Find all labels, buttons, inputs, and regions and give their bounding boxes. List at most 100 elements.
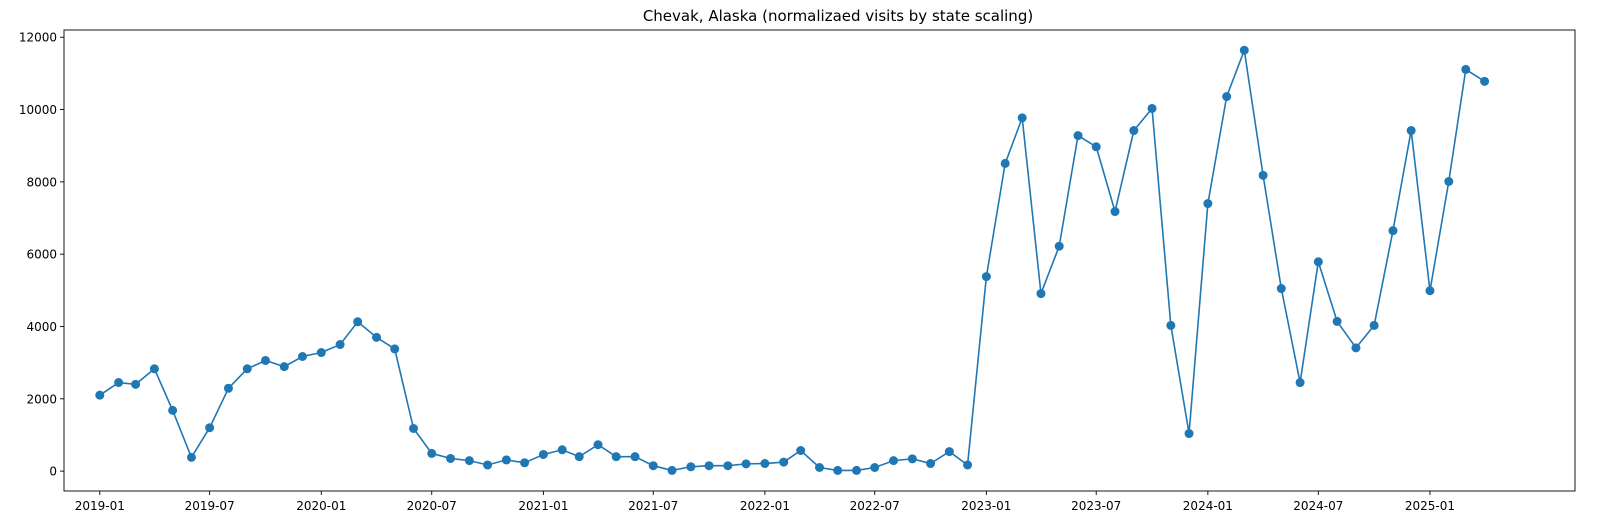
x-tick-label: 2023-01	[961, 499, 1011, 513]
data-point	[1203, 199, 1213, 209]
data-point	[1091, 142, 1101, 152]
data-point	[446, 453, 456, 463]
x-tick-label: 2021-01	[518, 499, 568, 513]
data-point	[574, 452, 584, 462]
data-point	[963, 460, 973, 470]
x-tick-label: 2024-07	[1293, 499, 1343, 513]
y-axis: 0 2000 4000 6000 8000 10000 12000	[19, 31, 64, 479]
data-point	[335, 340, 345, 350]
data-point	[981, 272, 991, 282]
x-tick-label: 2025-01	[1405, 499, 1455, 513]
data-point	[1406, 126, 1416, 136]
x-tick-label: 2023-07	[1071, 499, 1121, 513]
x-tick-label: 2022-07	[850, 499, 900, 513]
data-point	[611, 452, 621, 462]
y-tick-label: 6000	[26, 248, 57, 262]
data-point	[944, 447, 954, 457]
data-point	[704, 461, 714, 471]
data-point	[353, 317, 363, 327]
data-point	[1017, 113, 1027, 123]
data-point	[1295, 378, 1305, 388]
data-point	[1129, 126, 1139, 136]
data-point	[464, 456, 474, 466]
data-point	[1147, 103, 1157, 113]
chart-title: Chevak, Alaska (normalizaed visits by st…	[643, 7, 1033, 25]
data-point	[1222, 92, 1232, 102]
y-tick-label: 8000	[26, 175, 57, 189]
data-point	[149, 364, 159, 374]
data-point	[815, 463, 824, 472]
data-point	[316, 348, 326, 358]
x-tick-label: 2022-01	[740, 499, 790, 513]
series-line	[99, 47, 1486, 472]
data-point	[686, 462, 696, 472]
y-tick-label: 10000	[19, 103, 57, 117]
data-point	[1369, 320, 1379, 330]
data-point	[483, 460, 493, 470]
data-point	[1184, 429, 1194, 439]
y-tick-label: 12000	[19, 31, 57, 45]
data-point	[372, 332, 382, 342]
x-tick-label: 2020-01	[296, 499, 346, 513]
data-point	[390, 344, 400, 354]
y-tick-label: 0	[49, 465, 57, 479]
data-point	[427, 448, 437, 458]
plot-frame	[63, 29, 1576, 492]
x-tick-label: 2020-07	[407, 499, 457, 513]
data-point	[630, 452, 640, 462]
data-point	[131, 379, 141, 389]
data-point	[779, 457, 789, 467]
data-point	[667, 465, 677, 475]
data-point	[557, 445, 567, 455]
x-axis: 2019-01 2019-07 2020-01 2020-07 2021-01 2021-…	[75, 491, 1455, 513]
data-point	[1000, 158, 1010, 168]
x-tick-label: 2019-07	[185, 499, 235, 513]
data-point	[926, 459, 936, 469]
data-point	[223, 383, 233, 393]
data-point	[723, 461, 733, 471]
data-point	[1073, 131, 1083, 141]
data-point	[538, 449, 548, 459]
data-point	[1351, 343, 1361, 353]
data-point	[260, 355, 270, 365]
data-point	[501, 455, 511, 465]
data-point	[889, 456, 899, 466]
data-point	[870, 463, 880, 472]
data-point	[95, 390, 105, 400]
data-point	[242, 364, 252, 374]
data-point	[907, 454, 917, 464]
data-point	[1388, 226, 1398, 236]
data-point	[520, 458, 530, 468]
data-point	[760, 459, 770, 469]
data-point	[168, 405, 178, 415]
data-point	[1313, 257, 1323, 267]
y-tick-label: 2000	[26, 392, 57, 406]
y-tick-label: 4000	[26, 320, 57, 334]
data-point	[1425, 286, 1435, 296]
data-point	[648, 461, 658, 471]
data-point	[186, 452, 196, 462]
data-point	[279, 362, 289, 372]
x-tick-label: 2021-07	[628, 499, 678, 513]
data-point	[409, 423, 419, 433]
data-point	[1258, 170, 1268, 180]
data-point	[205, 423, 215, 433]
data-point	[796, 446, 806, 455]
data-point	[1480, 76, 1490, 86]
data-point	[1461, 64, 1471, 74]
data-point	[1332, 316, 1342, 326]
data-point	[297, 352, 307, 361]
data-point	[741, 459, 751, 469]
data-point	[114, 378, 124, 388]
data-point	[833, 465, 843, 475]
x-tick-label: 2019-01	[75, 499, 125, 513]
data-point	[1276, 284, 1286, 294]
data-point	[1444, 177, 1454, 186]
data-point	[852, 465, 862, 475]
data-point	[1166, 320, 1176, 330]
data-point	[593, 440, 603, 450]
data-point	[1239, 45, 1249, 55]
data-point	[1110, 207, 1120, 217]
